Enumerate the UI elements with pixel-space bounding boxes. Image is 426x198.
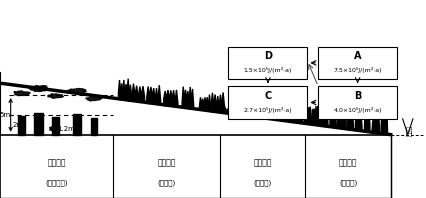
Text: 海挡林带: 海挡林带 [47,159,66,168]
Polygon shape [28,86,48,91]
Text: 1.5×10⁵J/(m²·a): 1.5×10⁵J/(m²·a) [243,67,291,73]
Polygon shape [128,84,144,101]
Text: (低潮带): (低潮带) [338,180,356,187]
Polygon shape [48,94,63,98]
Polygon shape [246,111,252,116]
Polygon shape [18,116,25,135]
Bar [228,86,307,119]
Text: D: D [263,51,271,61]
Text: 2.7×10⁵J/(m²·a): 2.7×10⁵J/(m²·a) [243,107,291,113]
Polygon shape [226,109,231,113]
Polygon shape [163,90,178,106]
Polygon shape [329,111,335,127]
Polygon shape [303,107,310,124]
Polygon shape [67,89,86,94]
Polygon shape [364,113,369,131]
Text: 灵草丛带: 灵草丛带 [157,159,176,168]
Polygon shape [254,110,259,117]
Polygon shape [73,114,81,135]
Text: (中潮带): (中潮带) [253,180,271,187]
Polygon shape [295,117,302,123]
Text: 1.2m: 1.2m [58,126,75,132]
Text: A: A [353,51,360,61]
Polygon shape [199,95,210,110]
Polygon shape [14,91,30,96]
Polygon shape [118,79,129,99]
Polygon shape [311,104,320,125]
Bar [317,47,396,79]
Text: C: C [264,91,271,101]
Polygon shape [147,85,160,103]
Polygon shape [354,114,361,130]
Polygon shape [34,113,43,135]
Bar [317,86,396,119]
Polygon shape [181,87,193,108]
Polygon shape [337,114,345,128]
Polygon shape [210,92,224,112]
Polygon shape [346,111,353,129]
Text: 4.0×10⁵J/(m²·a): 4.0×10⁵J/(m²·a) [333,107,381,113]
Text: 2m: 2m [12,122,23,128]
Polygon shape [218,105,225,112]
Text: B: B [353,91,360,101]
Polygon shape [282,113,287,121]
Polygon shape [267,112,274,119]
Polygon shape [380,110,386,134]
Polygon shape [86,96,102,101]
Polygon shape [288,114,295,122]
Text: (高潮带): (高潮带) [157,180,175,187]
Polygon shape [52,117,59,135]
Bar [228,47,307,79]
Text: 挺水植物: 挺水植物 [338,159,357,168]
Text: 5m: 5m [0,112,11,118]
Polygon shape [371,117,379,133]
Text: 海水面: 海水面 [406,125,412,136]
Polygon shape [239,107,245,115]
Polygon shape [273,111,281,120]
Text: (超高潮带): (超高潮带) [45,180,68,187]
Text: 盐生草甋: 盐生草甋 [253,159,271,168]
Polygon shape [90,118,97,135]
Text: 7.5×10⁵J/(m²·a): 7.5×10⁵J/(m²·a) [333,67,381,73]
Polygon shape [260,110,267,118]
Polygon shape [233,109,238,114]
Polygon shape [320,109,327,126]
